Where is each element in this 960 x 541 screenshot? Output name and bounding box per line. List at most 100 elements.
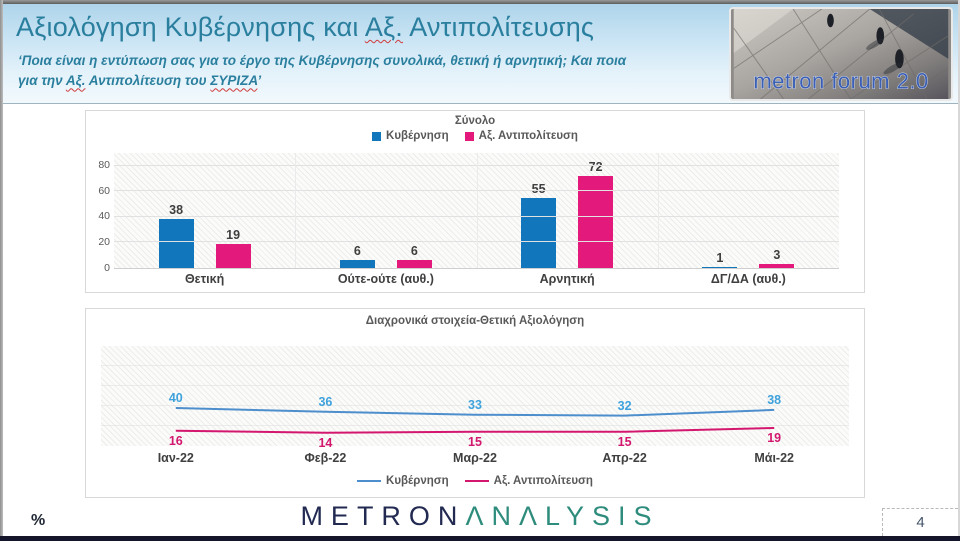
line-chart-legend: Κυβέρνηση Αξ. Αντιπολίτευση [86, 475, 864, 487]
bar-value-label: 19 [226, 227, 241, 242]
data-point-label: 15 [468, 434, 482, 449]
category-separator [295, 153, 297, 268]
category-label: Θετική [184, 272, 225, 286]
subtitle-text: για την [18, 72, 66, 88]
y-axis-tick: 40 [98, 210, 110, 223]
legend-item-opposition: Αξ. Αντιπολίτευση [464, 475, 593, 487]
opposition-color-swatch [464, 131, 474, 141]
bar-category-labels: Θετική Ούτε-ούτε (αυθ.) Αρνητική ΔΓ/ΔΑ (αυθ… [114, 272, 839, 286]
logo-metron: METRON [300, 501, 466, 531]
y-axis-tick: 80 [98, 158, 110, 171]
title-text-spellchecked: Αξ. [364, 12, 404, 42]
bar-value-label: 72 [588, 160, 603, 174]
legend-label: Κυβέρνηση [386, 130, 449, 142]
bar-value-label: 1 [716, 250, 724, 265]
bar-value-label: 3 [773, 248, 781, 263]
subtitle: ‘Ποια είναι η εντύπωση σας για το έργο τ… [18, 51, 626, 90]
title-text: Αξιολόγηση Κυβέρνησης και [16, 12, 365, 42]
page-title: Αξιολόγηση Κυβέρνησης και Αξ. Αντιπολίτε… [16, 12, 594, 43]
gridline [101, 405, 849, 406]
government-line-swatch [357, 480, 382, 482]
bar-with-label: 19 [215, 153, 251, 268]
subtitle-line1: ‘Ποια είναι η εντύπωση σας για το έργο τ… [18, 53, 627, 68]
subtitle-line2: για την Αξ. Αντιπολίτευση του ΣΥΡΙΖΑ’ [18, 71, 626, 91]
slide-border-right [958, 0, 960, 541]
trend-line [175, 407, 775, 417]
legend-label: Αξ. Αντιπολίτευση [493, 475, 593, 487]
category-separator [476, 153, 478, 268]
y-axis-tick: 60 [98, 184, 110, 197]
bar-value-label: 55 [531, 181, 546, 196]
gridline [101, 365, 849, 366]
category-label: Ούτε-ούτε (αυθ.) [337, 272, 434, 286]
page-number-box: 4 [882, 508, 958, 536]
data-point-label: 36 [318, 394, 333, 409]
bar-with-label: 72 [578, 153, 614, 268]
category-label: Μαρ-22 [453, 451, 497, 465]
bar [396, 260, 432, 268]
bar-chart-title: Σύνολο [454, 115, 496, 127]
category-label: Φεβ-22 [304, 451, 347, 465]
legend-label: Κυβέρνηση [386, 475, 449, 487]
y-axis-tick: 20 [98, 236, 110, 249]
header: Αξιολόγηση Κυβέρνησης και Αξ. Αντιπολίτε… [3, 4, 958, 104]
photo-dark-corner [869, 9, 949, 59]
bar [158, 219, 194, 268]
line-chart-box: Διαχρονικά στοιχεία-Θετική Αξιολόγηση 40… [85, 308, 865, 498]
logo-analysis: ΛNΛLYSIS [465, 501, 660, 531]
bar [215, 243, 251, 268]
bar-chart-box: Σύνολο Κυβέρνηση Αξ. Αντιπολίτευση 38 19 6… [85, 110, 865, 293]
legend-item-opposition: Αξ. Αντιπολίτευση [464, 130, 578, 142]
category-label: Αρνητική [539, 272, 595, 286]
category-label: Ιαν-22 [157, 451, 194, 465]
legend-item-government: Κυβέρνηση [372, 130, 449, 142]
bar-plot: 38 19 6 6 55 72 1 3 [114, 153, 839, 269]
opposition-line-swatch [464, 480, 489, 482]
data-point-label: 14 [318, 435, 333, 450]
bar-value-label: 38 [169, 203, 184, 218]
bar [702, 266, 738, 268]
bar-groups: 38 19 6 6 55 72 1 3 [114, 153, 839, 268]
photo-people-silhouettes [827, 13, 904, 69]
bar-with-label: 1 [702, 153, 738, 268]
title-text: Αντιπολίτευσης [403, 12, 595, 42]
bar-with-label: 38 [158, 153, 194, 268]
line-chart-title: Διαχρονικά στοιχεία-Θετική Αξιολόγηση [365, 315, 585, 327]
category-label: ΔΓ/ΔΑ (αυθ.) [710, 272, 786, 286]
data-point-label: 33 [468, 397, 482, 412]
trend-line [175, 427, 775, 434]
category-label: Μάι-22 [754, 451, 794, 465]
bar-value-label: 6 [353, 244, 361, 259]
page-number: 4 [916, 514, 925, 531]
forum-photo: metron forum 2.0 [733, 9, 949, 99]
line-category-labels: Ιαν-22 Φεβ-22 Μαρ-22 Απρ-22 Μάι-22 [101, 451, 849, 465]
subtitle-text: Αντιπολίτευση του [85, 72, 211, 88]
data-point-label: 38 [767, 392, 782, 407]
bar-with-label: 6 [339, 153, 375, 268]
bar-group: 38 19 [114, 153, 295, 268]
metron-forum-logo: metron forum 2.0 [729, 7, 953, 101]
metron-analysis-logo: METRONΛNΛLYSIS [0, 501, 960, 532]
legend-item-government: Κυβέρνηση [357, 475, 449, 487]
data-point-label: 19 [767, 430, 782, 445]
line-plot: 40 36 33 32 38 16 14 15 15 19 [101, 346, 849, 450]
trend-lines [175, 407, 775, 434]
legend-label: Αξ. Αντιπολίτευση [478, 130, 578, 142]
slide-border-left [0, 0, 3, 541]
government-color-swatch [372, 131, 382, 141]
bar [759, 264, 795, 268]
data-point-label: 15 [617, 434, 632, 449]
bar-with-label: 55 [521, 153, 557, 268]
subtitle-text: ’ [257, 72, 262, 88]
gridline [101, 425, 849, 426]
bar [339, 260, 375, 268]
category-label: Απρ-22 [602, 451, 647, 465]
subtitle-text-spellchecked: Αξ. [65, 72, 86, 88]
gridline [101, 385, 849, 386]
bar-with-label: 3 [759, 153, 795, 268]
data-point-label: 40 [168, 391, 183, 405]
category-separator [657, 153, 659, 268]
